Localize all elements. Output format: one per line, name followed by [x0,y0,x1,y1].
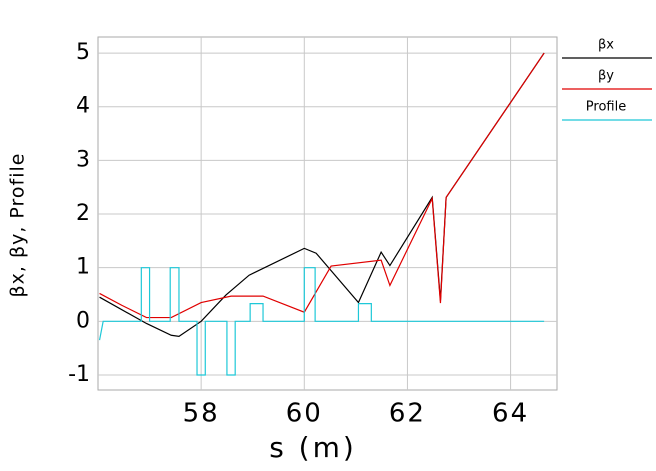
y-tick-label: 2 [76,201,90,226]
legend-label: Profile [586,100,626,115]
legend-label: βx [598,38,614,53]
y-tick-label: 3 [76,147,90,172]
x-tick-label: 58 [183,399,220,429]
x-axis-title: s (m) [269,431,357,464]
plot-frame [97,36,558,391]
y-axis-title: βx, βy, Profile [7,153,29,298]
x-tick-label: 62 [389,399,426,429]
data-line [99,52,545,337]
x-tick-label: 60 [286,399,323,429]
legend-label: βy [598,69,614,84]
y-tick-label: 5 [76,40,90,65]
x-tick-label: 64 [492,399,529,429]
y-tick-label: -1 [68,362,90,387]
y-tick-label: 4 [76,94,90,119]
data-line [98,267,545,376]
data-line [99,52,545,319]
y-tick-label: 0 [76,308,90,333]
y-tick-label: 1 [76,255,90,280]
